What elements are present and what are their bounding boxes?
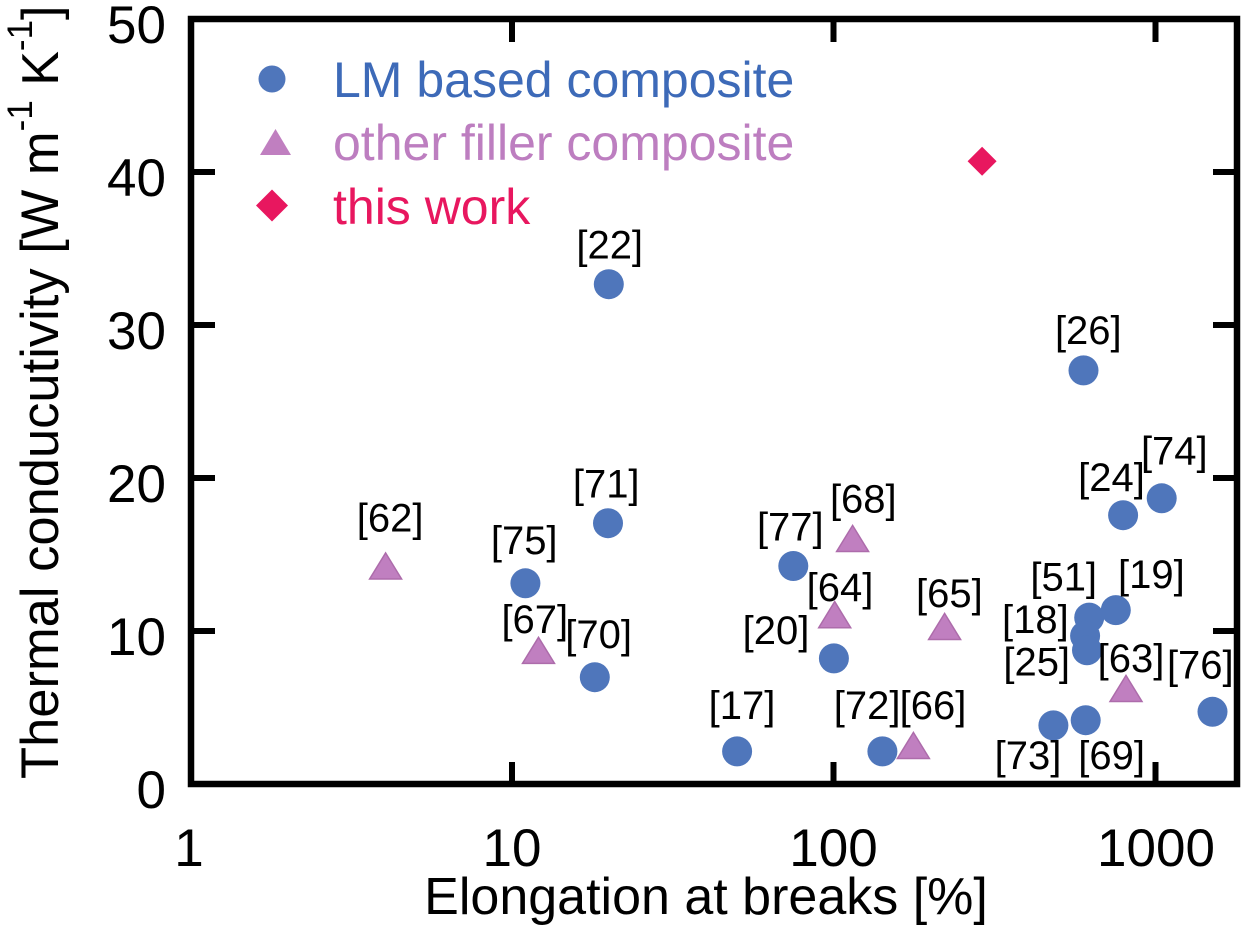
svg-text:0: 0 — [137, 761, 166, 820]
svg-text:[71]: [71] — [573, 463, 640, 507]
svg-text:LM based composite: LM based composite — [333, 52, 794, 108]
svg-text:1: 1 — [174, 819, 203, 878]
svg-text:this work: this work — [333, 179, 531, 235]
svg-text:[51]: [51] — [1030, 556, 1097, 600]
svg-text:10: 10 — [107, 608, 166, 667]
svg-text:[26]: [26] — [1055, 309, 1122, 353]
svg-text:40: 40 — [107, 149, 166, 208]
svg-text:30: 30 — [107, 302, 166, 361]
svg-text:[69]: [69] — [1078, 734, 1145, 778]
svg-text:[75]: [75] — [491, 519, 558, 563]
svg-text:[70]: [70] — [565, 613, 632, 657]
svg-text:[73]: [73] — [995, 734, 1062, 778]
svg-text:[74]: [74] — [1141, 430, 1208, 474]
svg-text:Elongation at breaks [%]: Elongation at breaks [%] — [424, 868, 988, 926]
svg-text:Thermal conducutivity [W m-1 K: Thermal conducutivity [W m-1 K-1] — [1, 5, 70, 779]
svg-text:[65]: [65] — [916, 572, 983, 616]
svg-text:other filler composite: other filler composite — [333, 115, 794, 171]
svg-text:[20]: [20] — [743, 609, 810, 653]
svg-text:[62]: [62] — [357, 497, 424, 541]
svg-text:[18]: [18] — [1002, 598, 1069, 642]
svg-text:[68]: [68] — [830, 477, 897, 521]
svg-text:[76]: [76] — [1167, 643, 1234, 687]
svg-text:[64]: [64] — [807, 566, 874, 610]
svg-text:[63]: [63] — [1098, 637, 1165, 681]
svg-text:50: 50 — [107, 0, 166, 55]
svg-text:[25]: [25] — [1003, 641, 1070, 685]
svg-text:[19]: [19] — [1118, 553, 1185, 597]
svg-text:10: 10 — [483, 819, 542, 878]
svg-text:[67]: [67] — [501, 598, 568, 642]
svg-text:[22]: [22] — [576, 224, 643, 268]
svg-text:100: 100 — [789, 819, 877, 878]
svg-text:[77]: [77] — [757, 505, 824, 549]
svg-text:1000: 1000 — [1097, 819, 1215, 878]
svg-text:[17]: [17] — [709, 684, 776, 728]
svg-text:[72]: [72] — [834, 684, 901, 728]
svg-text:20: 20 — [107, 455, 166, 514]
svg-text:[24]: [24] — [1078, 456, 1145, 500]
svg-text:[66]: [66] — [900, 684, 967, 728]
